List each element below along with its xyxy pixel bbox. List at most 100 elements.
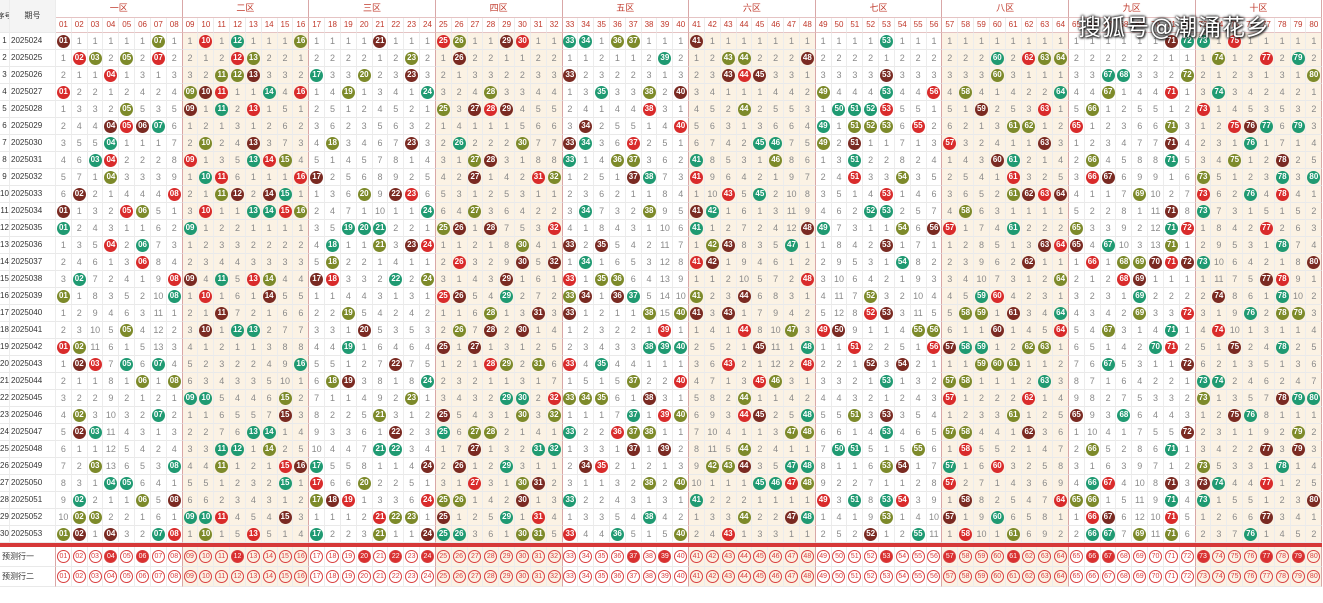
predict-ball[interactable]: 39 [658, 570, 672, 583]
predict-ball[interactable]: 51 [848, 550, 862, 563]
predict-ball[interactable]: 65 [1069, 570, 1083, 583]
predict-ball[interactable]: 80 [1307, 570, 1321, 583]
predict-ball[interactable]: 23 [405, 570, 419, 583]
predict-ball[interactable]: 72 [1180, 550, 1194, 563]
predict-ball[interactable]: 77 [1259, 550, 1273, 563]
predict-ball[interactable]: 56 [927, 570, 941, 583]
predict-ball[interactable]: 79 [1291, 570, 1305, 583]
predict-ball[interactable]: 39 [658, 550, 672, 563]
predict-ball[interactable]: 51 [848, 570, 862, 583]
predict-ball[interactable]: 02 [72, 550, 86, 563]
predict-ball[interactable]: 64 [1054, 550, 1068, 563]
predict-ball[interactable]: 50 [832, 550, 846, 563]
predict-ball[interactable]: 35 [595, 570, 609, 583]
predict-ball[interactable]: 67 [1101, 570, 1115, 583]
predict-ball[interactable]: 46 [769, 570, 783, 583]
predict-ball[interactable]: 18 [325, 570, 339, 583]
predict-ball[interactable]: 01 [56, 570, 70, 583]
predict-ball[interactable]: 62 [1022, 550, 1036, 563]
predict-ball[interactable]: 53 [879, 550, 893, 563]
predict-ball[interactable]: 22 [389, 550, 403, 563]
predict-ball[interactable]: 73 [1196, 570, 1210, 583]
predict-ball[interactable]: 34 [579, 570, 593, 583]
predict-ball[interactable]: 50 [832, 570, 846, 583]
predict-ball[interactable]: 42 [705, 550, 719, 563]
predict-ball[interactable]: 45 [753, 570, 767, 583]
predict-ball[interactable]: 45 [753, 550, 767, 563]
predict-ball[interactable]: 58 [959, 570, 973, 583]
predict-ball[interactable]: 10 [199, 570, 213, 583]
predict-ball[interactable]: 67 [1101, 550, 1115, 563]
predict-ball[interactable]: 25 [436, 550, 450, 563]
predict-ball[interactable]: 35 [595, 550, 609, 563]
predict-ball[interactable]: 42 [705, 570, 719, 583]
predict-ball[interactable]: 33 [563, 570, 577, 583]
predict-ball[interactable]: 32 [547, 570, 561, 583]
predict-ball[interactable]: 55 [911, 570, 925, 583]
predict-ball[interactable]: 37 [626, 550, 640, 563]
predict-ball[interactable]: 26 [452, 570, 466, 583]
predict-ball[interactable]: 10 [199, 550, 213, 563]
predict-ball[interactable]: 68 [1117, 550, 1131, 563]
predict-ball[interactable]: 38 [642, 570, 656, 583]
predict-ball[interactable]: 64 [1054, 570, 1068, 583]
predict-ball[interactable]: 12 [231, 570, 245, 583]
predict-ball[interactable]: 28 [484, 570, 498, 583]
predict-ball[interactable]: 49 [816, 550, 830, 563]
predict-ball[interactable]: 78 [1275, 570, 1289, 583]
predict-ball[interactable]: 14 [262, 550, 276, 563]
predict-ball[interactable]: 18 [325, 550, 339, 563]
predict-ball[interactable]: 07 [151, 570, 165, 583]
predict-ball[interactable]: 31 [531, 570, 545, 583]
predict-ball[interactable]: 49 [816, 570, 830, 583]
predict-ball[interactable]: 61 [1006, 570, 1020, 583]
predict-ball[interactable]: 77 [1259, 570, 1273, 583]
predict-ball[interactable]: 04 [104, 570, 118, 583]
predict-ball[interactable]: 36 [610, 570, 624, 583]
predict-ball[interactable]: 54 [895, 570, 909, 583]
predict-ball[interactable]: 47 [785, 550, 798, 563]
predict-ball[interactable]: 06 [136, 570, 150, 583]
predict-ball[interactable]: 19 [341, 550, 355, 563]
predict-ball[interactable]: 71 [1164, 550, 1178, 563]
predict-ball[interactable]: 25 [436, 570, 450, 583]
predict-ball[interactable]: 15 [278, 570, 292, 583]
predict-ball[interactable]: 43 [721, 570, 735, 583]
predict-ball[interactable]: 16 [294, 570, 308, 583]
predict-ball[interactable]: 23 [405, 550, 419, 563]
predict-ball[interactable]: 56 [927, 550, 941, 563]
predict-ball[interactable]: 17 [310, 570, 324, 583]
predict-ball[interactable]: 03 [88, 570, 102, 583]
predict-ball[interactable]: 69 [1133, 550, 1147, 563]
predict-ball[interactable]: 73 [1196, 550, 1210, 563]
predict-ball[interactable]: 01 [56, 550, 70, 563]
predict-ball[interactable]: 27 [468, 570, 482, 583]
predict-ball[interactable]: 11 [215, 570, 229, 583]
predict-ball[interactable]: 24 [420, 550, 434, 563]
predict-ball[interactable]: 17 [310, 550, 324, 563]
predict-ball[interactable]: 60 [990, 550, 1004, 563]
predict-ball[interactable]: 65 [1069, 550, 1083, 563]
predict-ball[interactable]: 36 [610, 550, 624, 563]
predict-ball[interactable]: 44 [737, 550, 751, 563]
predict-ball[interactable]: 54 [895, 550, 909, 563]
predict-ball[interactable]: 76 [1244, 570, 1258, 583]
predict-ball[interactable]: 31 [531, 550, 545, 563]
predict-ball[interactable]: 52 [864, 550, 878, 563]
predict-ball[interactable]: 20 [357, 570, 371, 583]
predict-ball[interactable]: 03 [88, 550, 102, 563]
predict-ball[interactable]: 19 [341, 570, 355, 583]
predict-ball[interactable]: 15 [278, 550, 292, 563]
predict-ball[interactable]: 75 [1228, 570, 1242, 583]
predict-ball[interactable]: 05 [120, 550, 134, 563]
predict-ball[interactable]: 22 [389, 570, 403, 583]
predict-ball[interactable]: 41 [690, 550, 704, 563]
predict-ball[interactable]: 59 [974, 570, 988, 583]
predict-ball[interactable]: 11 [215, 550, 229, 563]
predict-ball[interactable]: 14 [262, 570, 276, 583]
predict-ball[interactable]: 53 [879, 570, 893, 583]
predict-ball[interactable]: 57 [943, 570, 957, 583]
predict-ball[interactable]: 40 [674, 550, 688, 563]
predict-ball[interactable]: 79 [1291, 550, 1305, 563]
predict-ball[interactable]: 46 [769, 550, 783, 563]
